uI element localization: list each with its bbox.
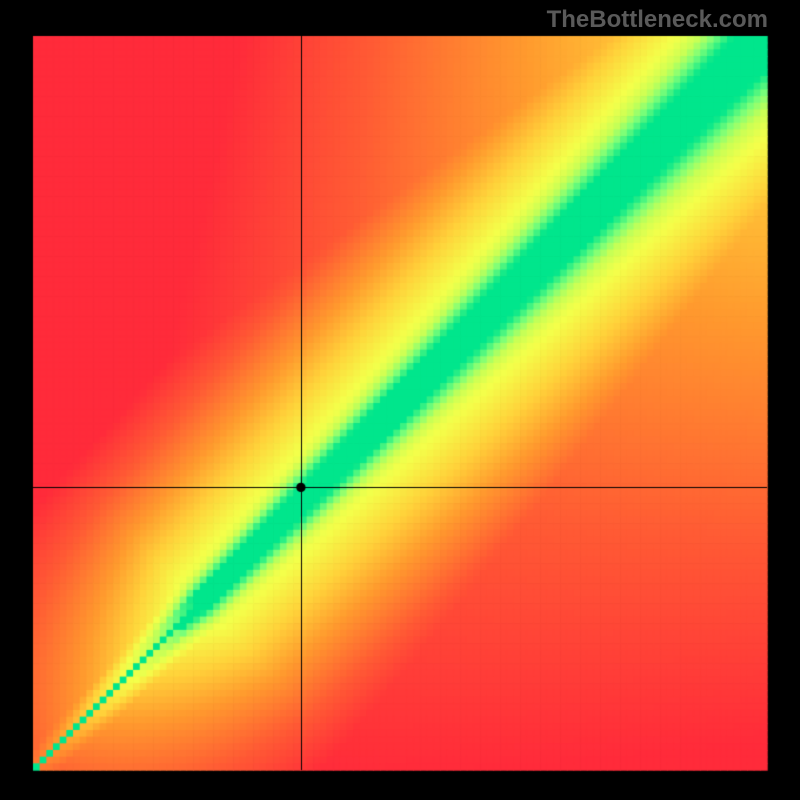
bottleneck-heatmap [0,0,800,800]
watermark-text: TheBottleneck.com [547,6,768,34]
chart-container: TheBottleneck.com [0,0,800,800]
